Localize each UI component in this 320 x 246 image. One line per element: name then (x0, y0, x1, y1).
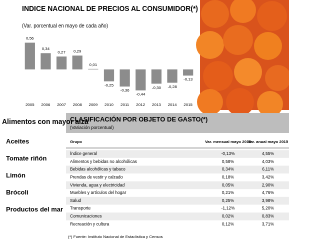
table-note: (*) Fuente: Instituto Nacional de Estadí… (68, 234, 163, 239)
value-label: -0,36 (120, 88, 130, 93)
table-cell: 0,25% (222, 198, 234, 203)
x-tick-label: 2009 (89, 102, 99, 107)
bar (136, 69, 146, 90)
table-title: CLASIFICACIÓN POR OBJETO DE GASTO(*) (70, 115, 208, 124)
bar (151, 69, 161, 83)
bar (88, 69, 98, 70)
table-cell: Salud (70, 198, 82, 203)
value-label: -0,25 (104, 82, 114, 87)
column-header: Var. mensual mayo 2015 (205, 139, 252, 144)
table-cell: Alimentos y bebidas no alcohólicas (70, 159, 137, 164)
bar (183, 69, 193, 75)
row-band (66, 150, 289, 158)
table-cell: -0,13% (221, 151, 235, 156)
x-tick-label: 2013 (152, 102, 162, 107)
value-label: -0,30 (152, 85, 162, 90)
table-cell: 0,05% (222, 182, 234, 187)
sidebar-item: Limón (6, 173, 26, 180)
table-cell: 0,18% (222, 175, 234, 180)
row-band (66, 197, 289, 205)
table-cell: 2,90% (262, 182, 274, 187)
table-cell: Transporte (70, 206, 91, 211)
table-cell: 3,71% (262, 221, 274, 226)
table-cell: Muebles y artículos del hogar (70, 190, 127, 195)
sidebar-item: Tomate riñón (6, 156, 47, 163)
value-label: 0,27 (58, 50, 67, 55)
chart-subtitle: (Var. porcentual en mayo de cada año) (22, 23, 108, 29)
value-label: 0,56 (26, 36, 35, 41)
bar (56, 57, 66, 70)
x-tick-label: 2014 (168, 102, 178, 107)
table-cell: 3,98% (262, 198, 274, 203)
chart-title: INDICE NACIONAL DE PRECIOS AL CONSUMIDOR… (22, 4, 198, 13)
value-label: 0,01 (89, 62, 98, 67)
value-label: 0,29 (73, 49, 82, 54)
table-cell: 0,83% (262, 214, 274, 219)
x-tick-label: 2007 (57, 102, 67, 107)
column-header: Grupo (70, 139, 83, 144)
table-cell: 0,02% (222, 214, 234, 219)
chart: INDICE NACIONAL DE PRECIOS AL CONSUMIDOR… (0, 0, 289, 246)
x-tick-label: 2005 (25, 102, 35, 107)
value-label: 0,34 (42, 46, 51, 51)
x-tick-label: 2012 (136, 102, 146, 107)
table-cell: Recreación y cultura (70, 221, 110, 226)
x-tick-label: 2006 (41, 102, 51, 107)
table-cell: 4,76% (262, 190, 274, 195)
table-cell: 0,21% (222, 190, 234, 195)
table-cell: Vivienda, agua y electricidad (70, 182, 125, 187)
value-label: -0,13 (184, 77, 194, 82)
value-label: -0,44 (136, 91, 146, 96)
sidebar-title: Alimentos con mayor alza (2, 119, 88, 126)
table-cell: 0,58% (222, 159, 234, 164)
column-header: Var. anual mayo 2015 (248, 139, 289, 144)
x-tick-label: 2011 (121, 102, 130, 107)
infographic: INDICE NACIONAL DE PRECIOS AL CONSUMIDOR… (0, 0, 289, 246)
table-cell: 0,12% (222, 221, 234, 226)
bar (120, 69, 130, 86)
table-cell: Comunicaciones (70, 214, 102, 219)
table-cell: 4,55% (262, 151, 274, 156)
table-cell: 3,42% (262, 175, 274, 180)
table-cell: -1,12% (221, 206, 235, 211)
table-cell: Bebidas alcohólicas y tabaco (70, 167, 126, 172)
table-cell: Prendas de vestir y calzado (70, 175, 123, 180)
table-cell: 0,34% (222, 167, 234, 172)
bar (167, 69, 177, 82)
bar (25, 43, 35, 70)
table-cell: 5,20% (262, 206, 274, 211)
table-subtitle: (Variación porcentual) (70, 125, 114, 130)
sidebar-item: Aceites (6, 139, 30, 146)
x-tick-label: 2015 (184, 102, 194, 107)
bar (41, 53, 51, 69)
table-cell: 6,11% (262, 167, 274, 172)
x-tick-label: 2010 (105, 102, 115, 107)
x-tick-label: 2008 (73, 102, 83, 107)
value-label: -0,28 (168, 84, 178, 89)
sidebar-item: Brócoli (6, 190, 29, 197)
bar (72, 56, 82, 70)
table-cell: 4,03% (262, 159, 274, 164)
table-cell: Índice general (70, 151, 97, 156)
sidebar-item: Productos del mar (6, 207, 64, 214)
bar (104, 69, 114, 81)
